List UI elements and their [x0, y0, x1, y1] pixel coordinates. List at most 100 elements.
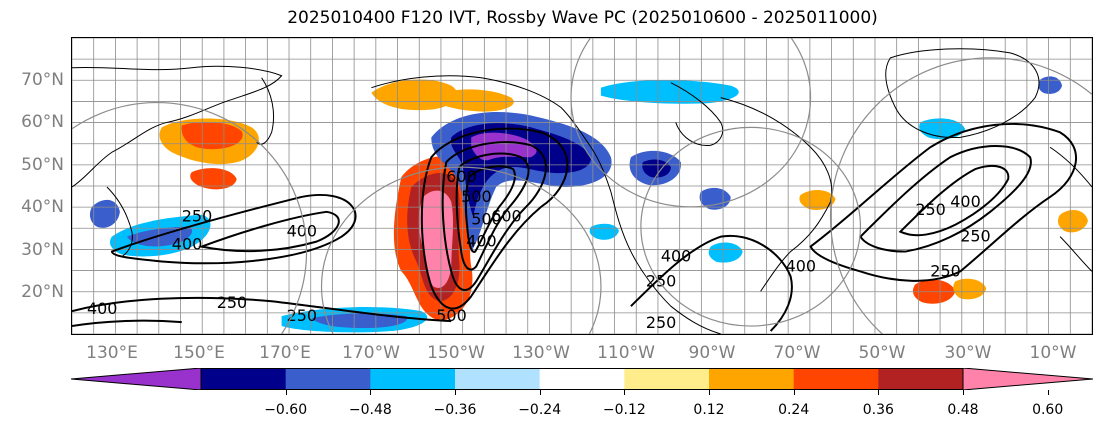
figure-title: 2025010400 F120 IVT, Rossby Wave PC (202… — [287, 8, 878, 28]
colorbar-extend-min — [71, 368, 202, 390]
lon-tick-label: 130°E — [86, 343, 138, 363]
contour-label: 500 — [461, 187, 491, 206]
coast-japan — [106, 186, 133, 257]
colorbar-segment — [709, 368, 795, 390]
contour-label: 250 — [646, 313, 676, 332]
colorbar-tick-label: −0.24 — [518, 402, 562, 418]
contour-label: 250 — [287, 306, 317, 325]
colorbar-tick-label: 0.48 — [947, 402, 979, 418]
contour-jet-500 — [455, 152, 530, 271]
colorbar-extend-max — [962, 368, 1093, 390]
contour-label: 500 — [436, 306, 466, 325]
shade-negative-gulf-core — [471, 132, 537, 161]
guide-circle-atlantic — [829, 57, 1092, 334]
colorbar-segment — [539, 368, 625, 390]
colorbar-tick-label: −0.48 — [348, 402, 392, 418]
contour-label: 500 — [471, 210, 501, 229]
colorbar-tick-label: 0.60 — [1032, 402, 1064, 418]
contour-atlantic-250 — [809, 123, 1077, 282]
lon-tick-label: 170°W — [342, 343, 400, 363]
colorbar-tickmark — [370, 390, 372, 395]
colorbar-segment — [878, 368, 964, 390]
lon-tick-label: 10°W — [1029, 343, 1077, 363]
coast-alaska — [371, 75, 612, 193]
contour-atlantic-500 — [898, 165, 1010, 237]
colorbar-segment — [624, 368, 710, 390]
colorbar-tick-label: −0.60 — [264, 402, 308, 418]
shade-negative-subtropics-core — [311, 313, 408, 329]
map-plot-area: 250 400 400 250 400 500 600 400 500 600 250 250 400 5… — [71, 37, 1093, 335]
contour-pacific-250 — [110, 194, 357, 265]
contour-label: 400 — [786, 256, 816, 275]
coast-na-east — [720, 97, 833, 292]
contour-label: 400 — [287, 222, 317, 241]
colorbar-tickmark — [455, 390, 456, 395]
ivt-contours — [72, 123, 1077, 332]
coastlines — [72, 48, 1092, 334]
guide-circle-north — [570, 38, 812, 208]
colorbar-tickmark — [793, 390, 795, 395]
contour-label: 400 — [950, 192, 980, 211]
shade-negative-gulf-mexico — [589, 223, 619, 240]
lat-tick-label: 40°N — [21, 197, 64, 218]
shade-negative-atlantic-b — [708, 242, 743, 263]
contour-label: 600 — [446, 167, 476, 186]
coast-greenland — [885, 48, 1040, 138]
coast-hudson — [670, 82, 724, 146]
contour-label: 400 — [661, 247, 691, 266]
shade-positive-bering — [371, 79, 458, 111]
contour-label: 400 — [466, 232, 496, 251]
lon-tick-label: 50°W — [858, 343, 906, 363]
colorbar-tickmark — [624, 390, 626, 395]
lon-tick-label: 90°W — [688, 343, 736, 363]
lon-tick-label: 70°W — [773, 343, 821, 363]
contour-atlantic-400 — [859, 145, 1032, 253]
colorbar-tick-label: 0.36 — [862, 402, 894, 418]
shade-negative-central-us-core — [642, 159, 671, 178]
coast-asia — [72, 65, 283, 188]
colorbar — [71, 368, 1093, 390]
lon-tick-label: 110°W — [597, 343, 655, 363]
contour-south-400 — [72, 319, 182, 328]
lat-tick-label: 30°N — [21, 239, 64, 260]
contour-pacific-400 — [198, 210, 340, 253]
coast-na-west — [610, 191, 721, 334]
shade-positive-atlantic-c — [953, 278, 987, 300]
colorbar-segment — [370, 368, 456, 390]
shade-positive-nwpac-inner — [181, 122, 243, 150]
shade-negative-greenland — [1038, 76, 1063, 94]
shade-positive-pacific-core — [418, 190, 454, 288]
contour-label: 250 — [182, 207, 212, 226]
shade-positive-atlantic-a — [799, 190, 836, 210]
colorbar-segment — [455, 368, 541, 390]
colorbar-tick-label: 0.12 — [693, 402, 725, 418]
contour-label: 250 — [217, 293, 247, 312]
lon-tick-label: 130°W — [512, 343, 570, 363]
colorbar-tickmark — [963, 390, 964, 395]
colorbar-tickmark — [539, 390, 541, 395]
contour-south-250 — [72, 296, 452, 323]
lon-tick-label: 170°E — [259, 343, 311, 363]
colorbar-segment — [201, 368, 287, 390]
colorbar-tickmark — [1047, 390, 1049, 395]
guide-circle-west — [72, 102, 308, 334]
contour-jet-400 — [441, 141, 547, 291]
contour-jet-250 — [420, 127, 569, 310]
contour-labels: 2504004002504005006004005006002502504005… — [87, 167, 991, 332]
colorbar-tickmark — [709, 390, 710, 395]
contour-label: 250 — [915, 200, 945, 219]
map-canvas: 2504004002504005006004005006002502504005… — [72, 38, 1092, 334]
contour-us-250 — [630, 234, 793, 332]
contour-label: 600 — [491, 207, 521, 226]
lat-tick-label: 60°N — [21, 112, 64, 133]
colorbar-tick-label: 0.24 — [778, 402, 810, 418]
colorbar-segment — [285, 368, 371, 390]
shade-negative-atlantic-a — [919, 118, 966, 140]
contour-label: 250 — [930, 261, 960, 280]
shade-positive-alaska — [431, 89, 514, 112]
contour-label: 400 — [172, 235, 202, 254]
guide-circles — [72, 38, 1092, 334]
colorbar-tickmark — [285, 390, 287, 395]
lon-tick-label: 150°E — [173, 343, 225, 363]
